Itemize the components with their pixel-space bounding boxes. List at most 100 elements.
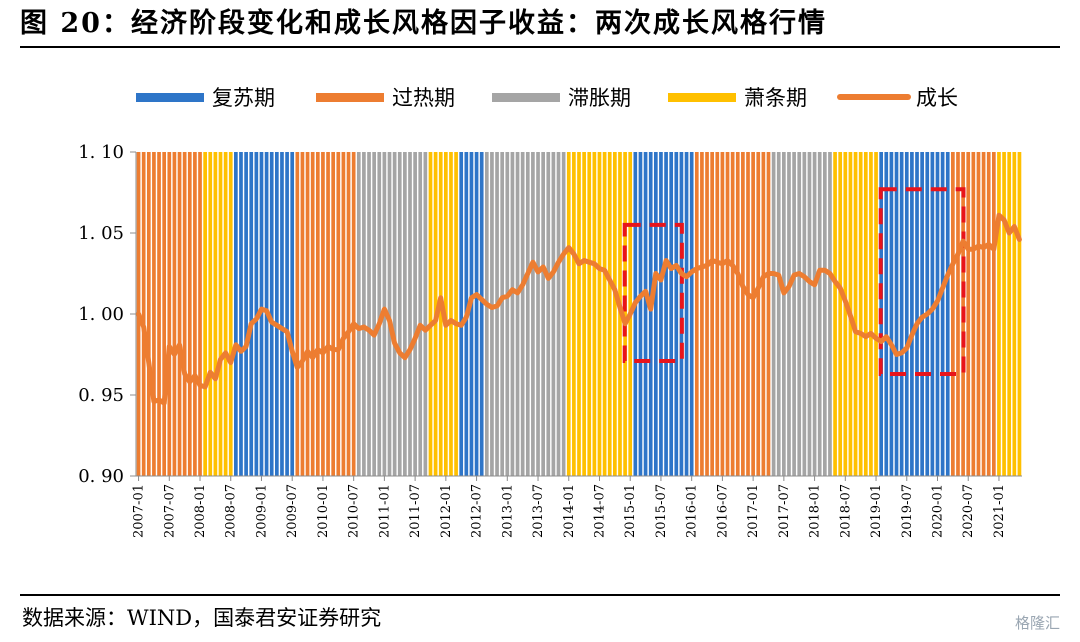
y-tick-label: 0. 95 — [78, 385, 124, 406]
x-tick-label: 2015-07 — [654, 484, 669, 538]
phase-bar — [141, 152, 146, 476]
phase-bar — [397, 152, 402, 476]
x-tick-label: 2013-01 — [500, 484, 515, 538]
phase-bar — [828, 152, 832, 476]
y-tick-label: 0. 90 — [78, 466, 124, 487]
x-tick-label: 2016-01 — [685, 484, 700, 538]
phase-bar — [833, 152, 837, 476]
phase-bar — [490, 152, 494, 476]
phase-bar — [715, 152, 720, 476]
phase-bar — [152, 152, 156, 476]
phase-bar — [669, 152, 674, 476]
phase-bar — [572, 152, 576, 476]
phase-bar — [310, 152, 315, 476]
legend-label: 滞胀期 — [568, 86, 631, 110]
phase-bar — [280, 152, 284, 476]
phase-bar — [531, 152, 535, 476]
phase-bar — [664, 152, 668, 476]
phase-bar — [910, 152, 914, 476]
phase-bar — [495, 152, 499, 476]
phase-bar — [817, 152, 822, 476]
phase-bar — [597, 152, 602, 476]
phase-bar — [213, 152, 218, 476]
phase-bar — [648, 152, 653, 476]
phase-bar — [157, 152, 161, 476]
growth-line-layer — [136, 212, 1022, 406]
phase-bar — [940, 152, 945, 476]
legend-label: 复苏期 — [212, 86, 275, 110]
phase-bar — [454, 152, 458, 476]
phase-bar — [751, 152, 755, 476]
phase-bar — [167, 152, 172, 476]
x-tick-label: 2018-01 — [808, 484, 823, 538]
phase-bar — [469, 152, 474, 476]
legend-swatch — [316, 93, 384, 102]
x-tick-label: 2019-01 — [869, 484, 884, 538]
phase-bar — [674, 152, 679, 476]
phase-bar — [423, 152, 428, 476]
data-source-note: 数据来源：WIND，国泰君安证券研究 — [22, 606, 382, 630]
phase-bar — [935, 152, 940, 476]
phase-bar — [684, 152, 689, 476]
phase-bar — [367, 152, 371, 476]
phase-bar — [315, 152, 320, 476]
chart-legend: 复苏期 过热期 滞胀期 萧条期 成长 — [136, 86, 958, 110]
phase-bar — [920, 152, 924, 476]
x-tick-label: 2012-01 — [439, 484, 454, 538]
phase-bar — [771, 152, 776, 476]
phase-bar — [500, 152, 505, 476]
phase-bar — [556, 152, 561, 476]
phase-bar — [223, 152, 228, 476]
phase-bar — [659, 152, 663, 476]
phase-bar — [269, 152, 274, 476]
legend-label: 成长 — [916, 86, 958, 110]
phase-bar — [623, 152, 627, 476]
phase-bar — [479, 152, 484, 476]
phase-bar — [249, 152, 254, 476]
legend-swatch — [668, 93, 736, 102]
phase-bar — [694, 152, 699, 476]
x-tick-label: 2008-01 — [193, 484, 208, 538]
x-tick-label: 2007-01 — [132, 484, 147, 538]
phase-bar — [1012, 152, 1017, 476]
phase-bar — [822, 152, 827, 476]
y-tick-label: 1. 10 — [78, 142, 124, 163]
phase-bar — [986, 152, 991, 476]
phase-bar — [525, 152, 530, 476]
phase-bar — [551, 152, 556, 476]
phase-bar — [172, 152, 177, 476]
phase-bar — [981, 152, 986, 476]
phase-bar — [899, 152, 904, 476]
phase-bar — [904, 152, 909, 476]
x-tick-label: 2011-01 — [377, 484, 392, 538]
phase-bar — [520, 152, 525, 476]
x-tick-label: 2016-07 — [715, 484, 730, 538]
y-tick-label: 1. 00 — [78, 304, 124, 325]
legend-label: 萧条期 — [744, 86, 807, 110]
phase-bar — [613, 152, 617, 476]
phase-bar — [372, 152, 376, 476]
phase-bar — [582, 152, 586, 476]
phase-bar — [797, 152, 802, 476]
phase-bar — [746, 152, 750, 476]
y-tick-label: 1. 05 — [78, 223, 124, 244]
chart-title: 图 20：经济阶段变化和成长风格因子收益：两次成长风格行情 — [20, 8, 827, 39]
x-tick-label: 2019-07 — [900, 484, 915, 538]
phase-bar — [602, 152, 607, 476]
phase-bar — [387, 152, 392, 476]
phase-bar — [305, 152, 310, 476]
phase-bar — [869, 152, 873, 476]
legend-swatch — [136, 93, 204, 102]
x-tick-label: 2017-01 — [746, 484, 761, 538]
growth-series-line — [136, 212, 1022, 406]
phase-bar — [843, 152, 848, 476]
x-tick-label: 2010-01 — [316, 484, 331, 538]
x-tick-label: 2013-07 — [531, 484, 546, 538]
phase-bar — [208, 152, 213, 476]
highlight-boxes — [622, 187, 966, 376]
phase-bar — [290, 152, 295, 476]
phase-bar — [413, 152, 417, 476]
x-tick-label: 2020-01 — [931, 484, 946, 538]
phase-bar — [146, 152, 151, 476]
phase-bar — [633, 152, 638, 476]
